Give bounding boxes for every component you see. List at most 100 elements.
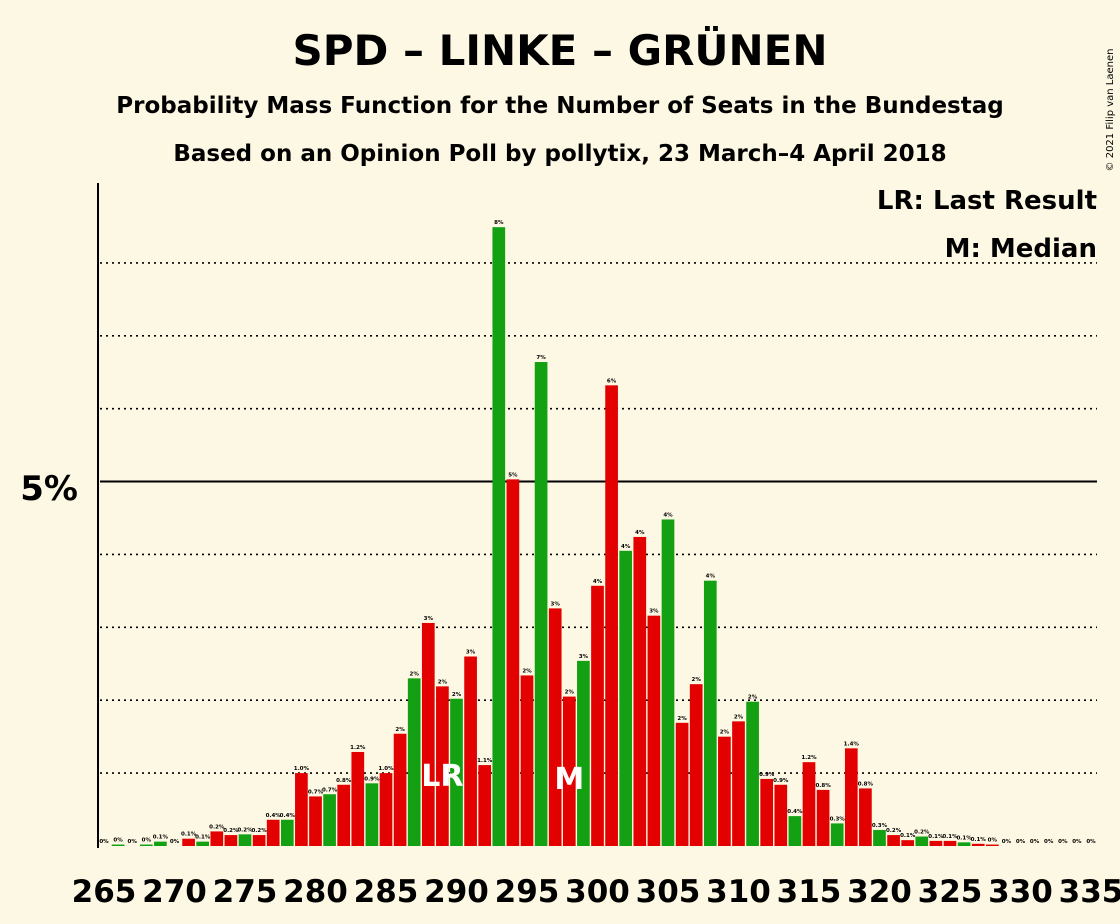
bar-label-295: 2% (522, 668, 532, 674)
legend-median: M: Median (945, 234, 1097, 264)
x-tick-325: 325 (918, 874, 983, 910)
bar-label-318: 1.4% (844, 741, 860, 747)
bar-304 (647, 615, 661, 846)
bar-289 (436, 686, 449, 846)
bar-label-265: 0% (99, 839, 109, 845)
copyright-text: © 2021 Filip van Laenen (1105, 49, 1116, 172)
bar-294 (506, 479, 520, 846)
bar-label-284: 0.9% (364, 776, 380, 782)
legend-last-result: LR: Last Result (877, 186, 1097, 216)
bar-296 (534, 362, 548, 846)
bar-label-335: 0% (1086, 839, 1096, 845)
bar-327 (971, 843, 985, 846)
bar-label-286: 2% (395, 727, 405, 733)
bar-label-334: 0% (1072, 839, 1082, 845)
bar-308 (703, 580, 717, 846)
bar-label-301: 6% (607, 378, 617, 384)
x-tick-270: 270 (142, 874, 207, 910)
x-tick-300: 300 (565, 874, 630, 910)
bar-label-281: 0.7% (322, 787, 338, 793)
bar-label-276: 0.2% (251, 828, 267, 834)
bar-280 (309, 796, 322, 846)
bar-269 (154, 841, 167, 846)
last-result-marker: LR (421, 759, 463, 794)
bar-label-282: 0.8% (336, 778, 352, 784)
bar-278 (280, 819, 294, 846)
bar-283 (351, 751, 365, 846)
bar-label-327: 0.1% (971, 837, 987, 843)
bar-label-311: 2% (748, 695, 758, 701)
bar-label-268: 0% (142, 838, 152, 844)
bar-label-321: 0.2% (886, 828, 902, 834)
bar-label-296: 7% (536, 355, 546, 361)
bar-326 (957, 842, 971, 846)
x-tick-335: 335 (1059, 874, 1120, 910)
bar-label-277: 0.4% (266, 813, 282, 819)
bar-label-333: 0% (1058, 839, 1068, 845)
y-tick-label-5pct: 5% (20, 469, 78, 509)
bar-label-267: 0% (128, 839, 138, 845)
bar-label-278: 0.4% (280, 813, 296, 819)
bar-label-294: 5% (508, 472, 518, 478)
x-tick-265: 265 (72, 874, 137, 910)
bar-label-287: 2% (410, 671, 420, 677)
x-tick-310: 310 (706, 874, 771, 910)
bar-288 (421, 622, 435, 846)
bar-273 (210, 831, 224, 846)
bar-label-266: 0% (113, 838, 123, 844)
bar-274 (224, 835, 238, 846)
bar-301 (605, 385, 618, 846)
bar-325 (943, 840, 957, 846)
bar-label-331: 0% (1030, 839, 1040, 845)
x-tick-280: 280 (283, 874, 348, 910)
bar-276 (252, 835, 266, 846)
bar-316 (816, 789, 830, 846)
bar-317 (830, 823, 844, 846)
bar-305 (661, 519, 675, 846)
bar-label-313: 0.9% (773, 778, 789, 784)
bar-label-307: 2% (692, 677, 702, 683)
bar-313 (774, 784, 788, 846)
bar-label-330: 0% (1016, 839, 1026, 845)
bar-label-283: 1.2% (350, 745, 366, 751)
bar-290 (450, 698, 463, 846)
bar-label-314: 0.4% (787, 809, 803, 815)
bar-284 (365, 783, 379, 846)
x-tick-labels: 265 270 275 280 285 290 295 300 305 310 315 320 325 3… (72, 874, 1120, 910)
bar-label-310: 2% (734, 714, 744, 720)
median-marker: M (554, 762, 584, 797)
bar-275 (238, 834, 252, 846)
bar-label-298: 2% (565, 690, 575, 696)
bar-271 (182, 838, 195, 846)
bar-label-302: 4% (621, 544, 631, 550)
bar-label-292: 1.1% (477, 758, 493, 764)
bar-label-290: 2% (452, 692, 462, 698)
bar-323 (915, 836, 929, 846)
bar-309 (718, 736, 731, 846)
x-tick-290: 290 (424, 874, 489, 910)
bar-label-312: 0.9% (759, 772, 775, 778)
bar-label-319: 0.8% (858, 781, 874, 787)
bar-292 (478, 765, 492, 846)
bar-label-280: 0.7% (308, 789, 324, 795)
bar-287 (407, 678, 421, 846)
bar-286 (393, 733, 407, 846)
bar-318 (844, 748, 858, 846)
bar-label-324: 0.1% (928, 834, 944, 840)
bar-297 (548, 608, 562, 846)
bar-label-274: 0.2% (223, 828, 239, 834)
chart-subtitle-2: Based on an Opinion Poll by pollytix, 23… (173, 141, 946, 167)
x-tick-305: 305 (636, 874, 701, 910)
bar-label-273: 0.2% (209, 824, 225, 830)
bar-label-309: 2% (720, 730, 730, 736)
bar-label-269: 0.1% (153, 835, 169, 841)
bar-label-303: 4% (635, 530, 645, 536)
bar-label-326: 0.1% (956, 835, 972, 841)
x-tick-315: 315 (777, 874, 842, 910)
bar-label-289: 2% (438, 679, 448, 685)
bar-303 (633, 536, 647, 846)
bar-311 (746, 701, 759, 846)
bar-label-320: 0.3% (872, 823, 888, 829)
bar-label-316: 0.8% (815, 783, 831, 789)
bar-322 (901, 840, 915, 846)
